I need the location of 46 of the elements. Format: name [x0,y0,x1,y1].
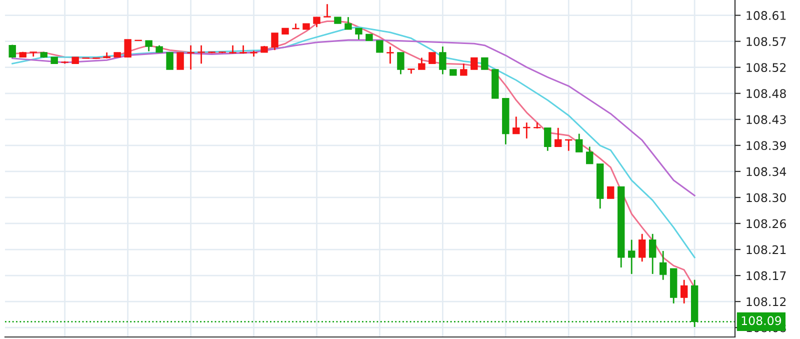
candlestick [198,44,205,64]
candlestick [512,116,520,134]
y-tick-label: 108.17 [746,271,786,280]
candlestick [324,3,331,18]
candlestick [397,52,404,75]
ref-line-label: 108.09 [742,316,782,326]
candlestick [660,250,667,281]
candlestick [481,57,488,70]
candlestick [576,133,583,153]
candlestick [187,44,194,70]
candlestick [554,127,562,148]
candlestick [439,46,446,75]
candlestick [607,186,614,200]
candlestick [344,16,352,30]
y-tick-label: 108.52 [746,63,786,72]
candlestick [124,39,132,58]
y-tick-label: 108.12 [746,297,786,306]
y-tick-label: 108.34 [746,167,786,176]
y-tick-label: 108.30 [746,193,786,202]
candlestick [376,40,384,54]
candlestick [355,28,362,40]
y-tick-label: 108.21 [746,245,786,254]
candlestick [534,122,541,130]
candlestick [460,62,468,76]
candlestick [586,146,594,164]
candlestick [166,52,174,70]
y-tick-label: 108.39 [746,141,786,150]
candlestick [680,279,688,304]
candlestick [418,57,426,70]
candlestick [176,52,184,70]
candlestick [313,16,320,28]
candlestick [145,40,152,52]
y-tick-label: 108.61 [746,11,786,20]
candlestick [628,239,636,275]
candlestick [649,233,656,275]
candlestick [386,46,394,64]
candlestick [544,127,552,152]
y-tick-label: 108.43 [746,115,786,124]
candlestick [470,57,478,70]
line-series [12,39,696,196]
candlestick [271,32,278,51]
y-tick-label: 108.48 [746,89,786,98]
y-tick-label: 108.57 [746,37,786,46]
y-tick-label: 108.26 [746,219,786,228]
candlestick [428,52,436,64]
candlestick [638,233,646,262]
